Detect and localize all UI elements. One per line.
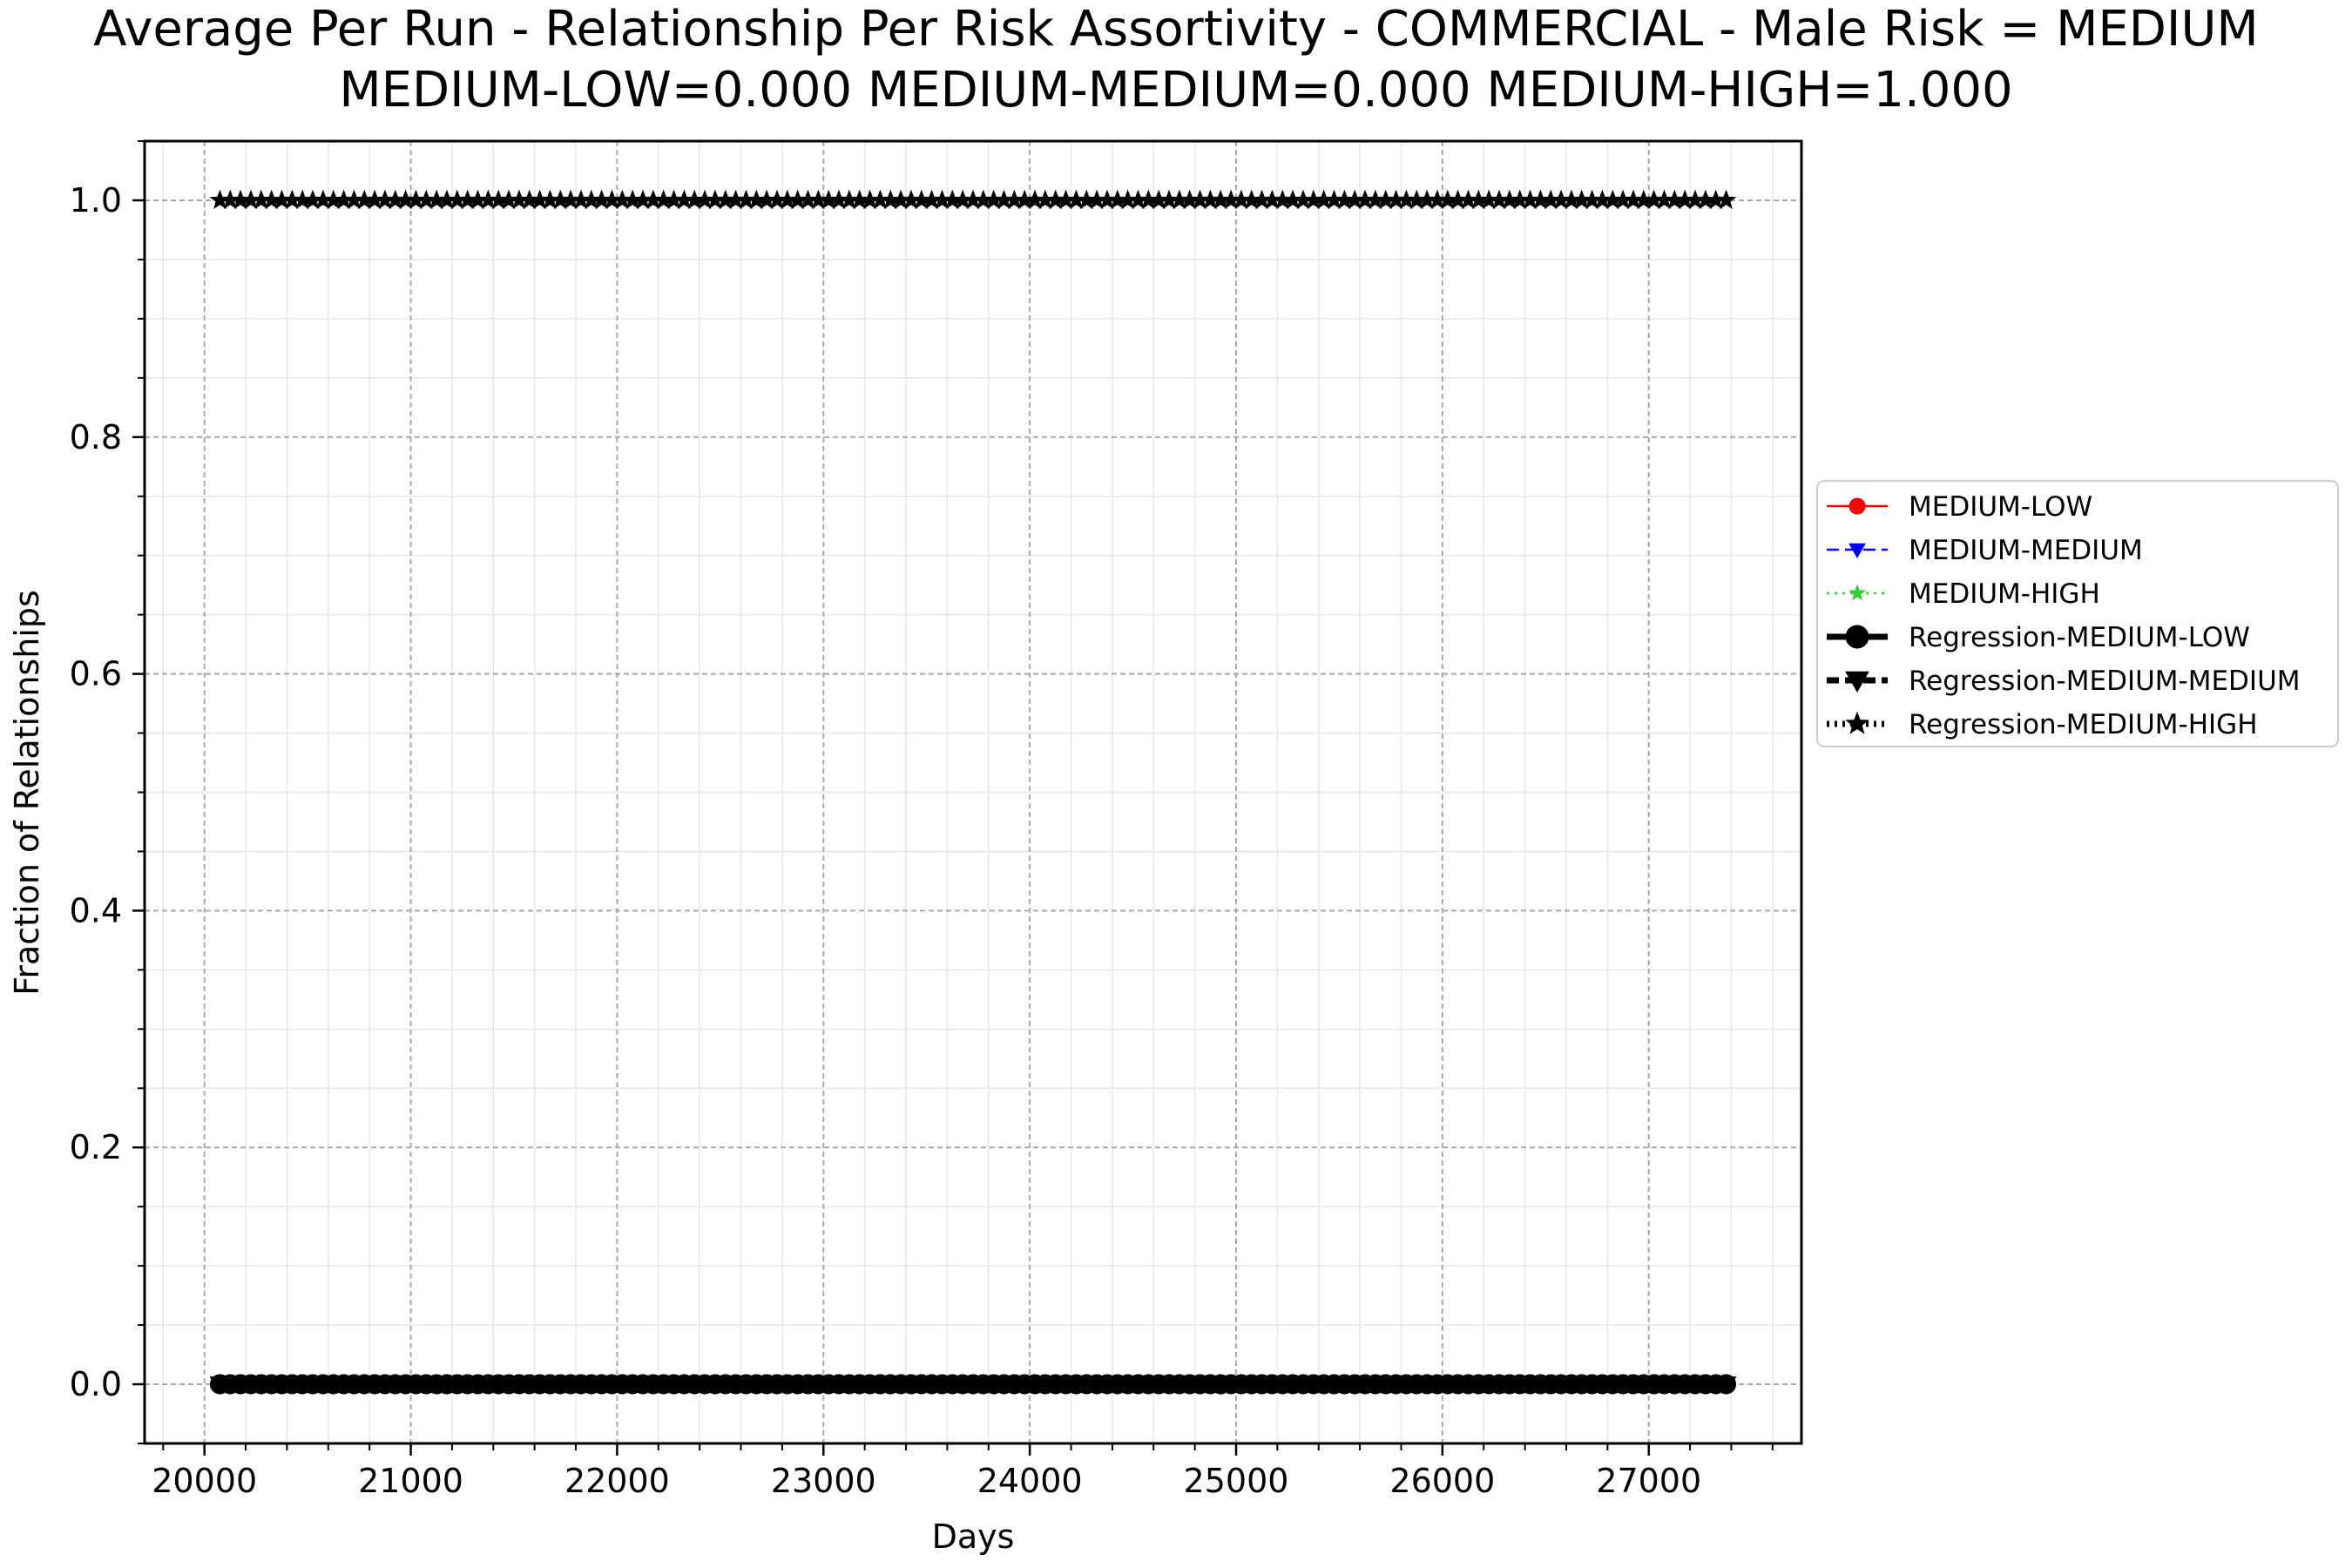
x-tick-label: 25000: [1184, 1462, 1289, 1500]
x-axis-label: Days: [932, 1517, 1015, 1556]
legend-item: Regression-MEDIUM-HIGH: [1827, 709, 2258, 740]
legend-swatch-marker: [1845, 625, 1869, 649]
y-tick-label: 0.8: [70, 418, 122, 456]
legend-item: MEDIUM-LOW: [1827, 491, 2092, 523]
y-tick-label: 0.4: [70, 891, 122, 929]
legend-label: MEDIUM-MEDIUM: [1909, 535, 2143, 566]
legend-swatch-marker: [1845, 671, 1869, 693]
legend-label: MEDIUM-LOW: [1909, 491, 2092, 523]
legend-item: Regression-MEDIUM-LOW: [1827, 622, 2250, 653]
x-tick-label: 24000: [977, 1462, 1083, 1500]
x-tick-label: 26000: [1389, 1462, 1495, 1500]
series-layer: [209, 189, 1737, 1396]
chart-subtitle: MEDIUM-LOW=0.000 MEDIUM-MEDIUM=0.000 MED…: [339, 62, 2012, 118]
y-tick-label: 0.2: [70, 1128, 122, 1166]
x-tick-label: 27000: [1596, 1462, 1701, 1500]
legend-swatch-marker: [1848, 497, 1866, 515]
x-tick-label: 20000: [152, 1462, 257, 1500]
y-tick-label: 0.0: [70, 1365, 122, 1403]
axis-ticks: 20000 21000 22000 23000 24000 25000 26000 27000…: [70, 140, 1774, 1500]
chart-title: Average Per Run - Relationship Per Risk …: [93, 1, 2259, 57]
legend-frame: [1816, 480, 2339, 747]
legend: MEDIUM-LOW MEDIUM-MEDIUM MEDIUM-HIGH Regres…: [1816, 480, 2339, 747]
series-regression-medium-high: [209, 189, 1737, 210]
y-tick-label: 0.6: [70, 655, 122, 693]
data-point: [1715, 1376, 1737, 1396]
x-tick-label: 21000: [358, 1462, 463, 1500]
legend-label: Regression-MEDIUM-HIGH: [1909, 709, 2258, 740]
series-regression-medium-medium: [209, 1376, 1737, 1396]
legend-label: Regression-MEDIUM-LOW: [1909, 622, 2250, 653]
y-tick-label: 1.0: [70, 181, 122, 220]
x-tick-label: 22000: [564, 1462, 670, 1500]
x-tick-label: 23000: [771, 1462, 876, 1500]
legend-label: Regression-MEDIUM-MEDIUM: [1909, 666, 2301, 697]
legend-item: MEDIUM-HIGH: [1827, 578, 2100, 610]
minor-grid: [145, 140, 1801, 1444]
y-axis-label: Fraction of Relationships: [8, 590, 46, 996]
legend-item: Regression-MEDIUM-MEDIUM: [1827, 666, 2301, 697]
legend-label: MEDIUM-HIGH: [1909, 578, 2100, 610]
legend-swatch-marker: [1845, 711, 1869, 734]
legend-item: MEDIUM-MEDIUM: [1827, 535, 2143, 566]
data-point: [1715, 189, 1737, 210]
legend-swatch-marker: [1848, 584, 1866, 601]
legend-swatch-marker: [1848, 543, 1866, 559]
